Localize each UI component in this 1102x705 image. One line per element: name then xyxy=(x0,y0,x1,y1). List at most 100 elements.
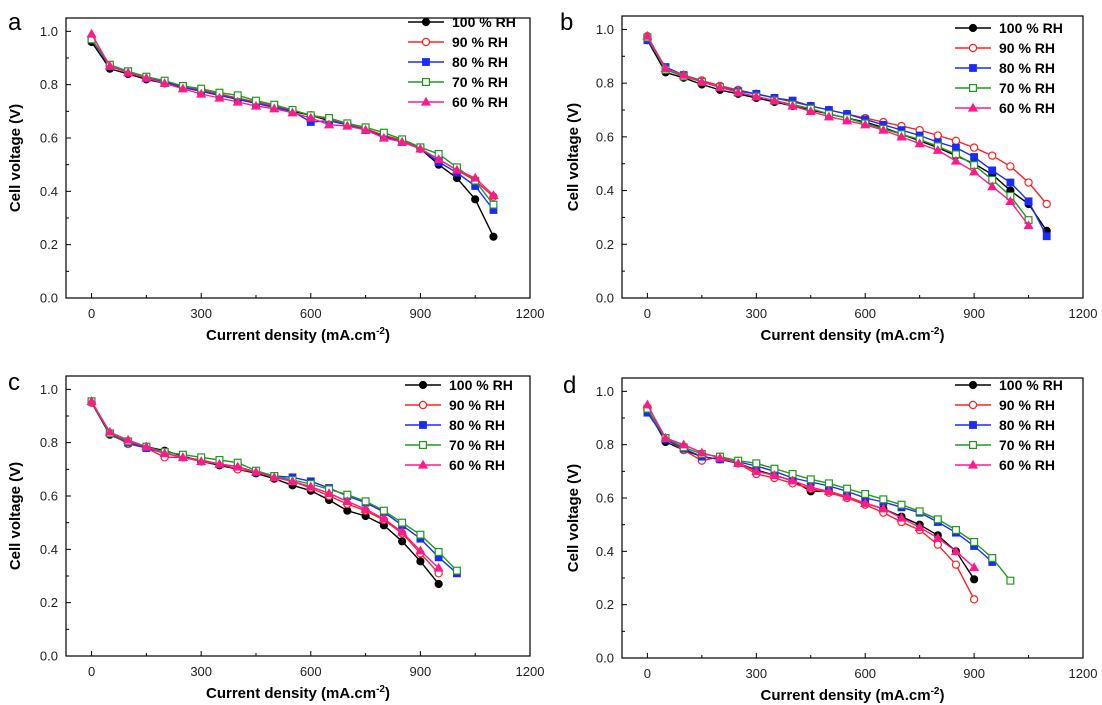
chart-panel-c: c 0 300 600 900 1200 0.0 0.2 0.4 0.6 0.8 1.0 Current… xyxy=(7,369,544,702)
legend-label: 90 % RH xyxy=(999,40,1055,56)
legend-marker xyxy=(967,102,979,112)
data-point xyxy=(696,76,707,86)
series-line xyxy=(646,39,1048,237)
legend: 100 % RH 90 % RH 80 % RH 70 % RH 60 % RH xyxy=(408,14,516,110)
y-tick-label: 1.0 xyxy=(40,24,58,39)
y-tick-label: 0.2 xyxy=(596,237,614,252)
data-point xyxy=(214,458,225,468)
y-tick-label: 0.0 xyxy=(596,651,614,666)
data-point xyxy=(104,426,115,436)
series-60-rh xyxy=(642,399,980,571)
legend-marker xyxy=(418,380,428,390)
plot-frame xyxy=(65,17,531,299)
series-line xyxy=(646,39,1048,232)
series-line xyxy=(91,38,494,198)
x-tick-label: 600 xyxy=(854,666,876,681)
data-point xyxy=(416,557,425,566)
data-point xyxy=(434,547,443,556)
x-tick-label: 900 xyxy=(963,306,985,321)
series-line xyxy=(91,38,495,211)
y-tick-label: 1.0 xyxy=(40,382,58,397)
legend-marker xyxy=(422,77,431,86)
data-point xyxy=(969,595,979,604)
legend-label: 60 % RH xyxy=(452,94,508,110)
data-point xyxy=(860,498,871,507)
data-point xyxy=(841,491,853,501)
data-point xyxy=(751,466,762,475)
legend-marker xyxy=(417,459,429,469)
data-point xyxy=(415,143,426,153)
data-point xyxy=(196,456,207,465)
x-tick-label: 1200 xyxy=(1069,306,1098,321)
data-point xyxy=(951,560,961,569)
y-tick-label: 0.6 xyxy=(596,129,614,144)
legend-marker xyxy=(968,83,977,92)
x-axis-title-end: ) xyxy=(939,687,944,704)
x-tick-label: 0 xyxy=(88,306,95,321)
data-point xyxy=(250,100,262,110)
series-line xyxy=(91,41,495,238)
data-point xyxy=(970,537,979,546)
legend-label: 70 % RH xyxy=(999,437,1055,453)
y-tick-label: 0.0 xyxy=(40,649,58,664)
y-tick-label: 0.8 xyxy=(40,77,58,92)
x-axis-title-superscript: -2 xyxy=(931,326,940,337)
legend-label: 100 % RH xyxy=(999,20,1063,36)
series-line xyxy=(90,400,458,574)
series-100-rh xyxy=(643,36,1051,235)
legend-marker xyxy=(968,380,978,390)
x-tick-label: 300 xyxy=(190,664,212,679)
data-point xyxy=(787,475,798,485)
legend-label: 80 % RH xyxy=(452,54,508,70)
data-point xyxy=(177,83,188,93)
data-point xyxy=(915,507,924,516)
data-point xyxy=(987,181,998,191)
data-point xyxy=(969,166,980,176)
data-point xyxy=(434,579,443,589)
legend-label: 90 % RH xyxy=(449,397,505,413)
series-line xyxy=(91,38,495,206)
series-70-rh xyxy=(87,397,461,575)
legend: 100 % RH 90 % RH 80 % RH 70 % RH 60 % RH xyxy=(955,20,1063,116)
data-point xyxy=(843,484,852,493)
data-point xyxy=(660,63,671,73)
data-point xyxy=(751,91,762,101)
data-point xyxy=(988,553,997,562)
data-point xyxy=(878,503,889,513)
data-point xyxy=(933,131,943,140)
y-axis-title: Cell voltage (V) xyxy=(7,104,24,212)
legend-label: 70 % RH xyxy=(999,80,1055,96)
data-point xyxy=(342,120,353,130)
data-point xyxy=(379,506,388,515)
data-point xyxy=(950,155,962,165)
y-tick-label: 0.2 xyxy=(596,597,614,612)
data-point xyxy=(1006,162,1015,171)
y-tick-label: 0.6 xyxy=(40,489,58,504)
legend-label: 90 % RH xyxy=(452,34,508,50)
series-100-rh xyxy=(87,37,498,241)
x-axis-title: Current density (mA.cm-2) xyxy=(761,686,945,704)
series-line xyxy=(646,35,1030,226)
legend-label: 80 % RH xyxy=(999,417,1055,433)
data-point xyxy=(970,575,979,584)
series-90-rh xyxy=(87,398,443,578)
x-tick-label: 1200 xyxy=(516,664,545,679)
data-point xyxy=(806,475,815,484)
y-tick-label: 0.6 xyxy=(40,131,58,146)
legend-label: 60 % RH xyxy=(999,100,1055,116)
y-tick-label: 0.4 xyxy=(596,544,614,559)
legend-marker xyxy=(968,400,978,410)
series-100-rh xyxy=(87,398,443,589)
legend-marker xyxy=(421,17,431,27)
data-point xyxy=(951,525,960,534)
data-point xyxy=(988,151,997,160)
data-point xyxy=(159,448,170,457)
data-point xyxy=(1005,196,1016,205)
data-point xyxy=(787,100,798,110)
legend-label: 100 % RH xyxy=(452,14,516,30)
x-axis-title-superscript: -2 xyxy=(376,684,385,695)
data-point xyxy=(398,537,407,546)
data-point xyxy=(823,111,834,121)
data-point xyxy=(269,472,280,481)
legend-marker xyxy=(419,421,427,429)
